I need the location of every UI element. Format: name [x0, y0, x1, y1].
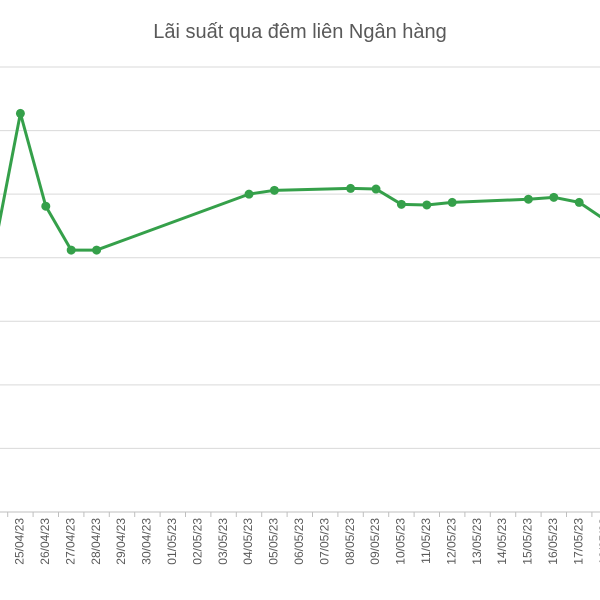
x-tick-label: 02/05/23 [190, 518, 204, 565]
x-tick-label: 06/05/23 [292, 518, 306, 565]
line-segment [577, 200, 600, 219]
x-tick-label: 29/04/23 [114, 518, 128, 565]
line-segment [0, 111, 22, 228]
data-point [346, 183, 356, 193]
line-segment [450, 197, 530, 204]
x-tick-label: 27/04/23 [63, 518, 77, 565]
x-tick-label: 18/05/23 [597, 518, 600, 565]
x-tick-label: 28/04/23 [89, 518, 103, 565]
data-point [447, 197, 457, 207]
data-point [15, 108, 25, 118]
data-point [66, 245, 76, 255]
data-point [92, 245, 102, 255]
line-segment [18, 111, 48, 208]
x-tick-label: 14/05/23 [495, 518, 509, 565]
x-tick-label: 13/05/23 [470, 518, 484, 565]
x-tick-label: 12/05/23 [444, 518, 458, 565]
x-tick-label: 05/05/23 [267, 518, 281, 565]
line-segment [374, 187, 403, 206]
x-tick-label: 11/05/23 [419, 518, 433, 564]
x-tick-label: 30/04/23 [140, 518, 154, 565]
data-point [549, 192, 559, 202]
line-segment [95, 192, 251, 252]
x-tick-label: 07/05/23 [317, 518, 331, 565]
x-tick-label: 04/05/23 [241, 518, 255, 565]
data-point [574, 197, 584, 207]
x-tick-label: 24/04/23 [0, 518, 1, 565]
chart-title: Lãi suất qua đêm liên Ngân hàng [153, 21, 447, 43]
x-tick-label: 03/05/23 [216, 518, 230, 565]
x-tick-label: 17/05/23 [571, 518, 585, 565]
x-tick-label: 01/05/23 [165, 518, 179, 565]
line-segment [272, 186, 353, 192]
x-tick-label: 16/05/23 [546, 518, 560, 565]
x-tick-label: 15/05/23 [521, 518, 535, 565]
x-tick-label: 25/04/23 [13, 518, 27, 565]
x-tick-label: 26/04/23 [38, 518, 52, 565]
data-point [371, 184, 381, 194]
data-point [396, 199, 406, 209]
data-point [244, 189, 254, 199]
line-segment [44, 204, 73, 252]
data-point [523, 194, 533, 204]
data-point [422, 200, 432, 210]
x-tick-label: 08/05/23 [343, 518, 357, 565]
x-tick-label: 09/05/23 [368, 518, 382, 565]
data-point [269, 185, 279, 195]
data-point [41, 201, 51, 211]
x-tick-label: 10/05/23 [394, 518, 408, 565]
